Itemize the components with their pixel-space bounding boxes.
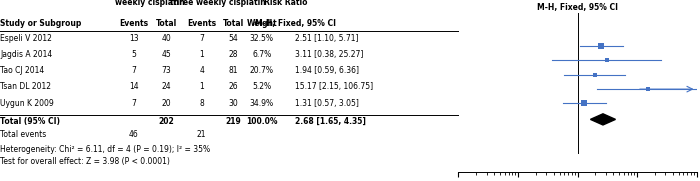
- Text: 1.31 [0.57, 3.05]: 1.31 [0.57, 3.05]: [295, 99, 359, 108]
- Text: 8: 8: [199, 99, 204, 108]
- Text: 21: 21: [197, 130, 206, 139]
- Text: M-H, Fixed, 95% CI: M-H, Fixed, 95% CI: [255, 19, 336, 28]
- Text: Total events: Total events: [0, 130, 46, 139]
- Text: Risk Ratio: Risk Ratio: [265, 0, 308, 7]
- Text: Test for overall effect: Z = 3.98 (P < 0.0001): Test for overall effect: Z = 3.98 (P < 0…: [0, 157, 170, 167]
- Text: 5: 5: [131, 50, 136, 59]
- Text: Study or Subgroup: Study or Subgroup: [0, 19, 81, 28]
- Text: 28: 28: [229, 50, 238, 59]
- Text: 54: 54: [229, 33, 239, 43]
- Text: 7: 7: [199, 33, 204, 43]
- Text: 7: 7: [131, 99, 136, 108]
- Text: 5.2%: 5.2%: [252, 82, 272, 91]
- Text: 45: 45: [162, 50, 172, 59]
- Text: 4: 4: [199, 66, 204, 75]
- Text: 1: 1: [199, 82, 204, 91]
- Text: 73: 73: [162, 66, 172, 75]
- Text: 3.11 [0.38, 25.27]: 3.11 [0.38, 25.27]: [295, 50, 364, 59]
- Text: Events: Events: [119, 19, 148, 28]
- Text: 40: 40: [162, 33, 172, 43]
- Text: 30: 30: [229, 99, 239, 108]
- Text: Total: Total: [156, 19, 177, 28]
- Text: Tsan DL 2012: Tsan DL 2012: [0, 82, 51, 91]
- Text: Total: Total: [223, 19, 244, 28]
- Text: Jagdis A 2014: Jagdis A 2014: [0, 50, 52, 59]
- Text: 46: 46: [129, 130, 139, 139]
- Text: Espeli V 2012: Espeli V 2012: [0, 33, 52, 43]
- Text: 34.9%: 34.9%: [250, 99, 274, 108]
- Text: 1.94 [0.59, 6.36]: 1.94 [0.59, 6.36]: [295, 66, 360, 75]
- Text: 20.7%: 20.7%: [250, 66, 274, 75]
- Polygon shape: [590, 114, 615, 125]
- Text: 202: 202: [159, 117, 174, 126]
- Text: 2.68 [1.65, 4.35]: 2.68 [1.65, 4.35]: [295, 117, 366, 126]
- Text: 1: 1: [199, 50, 204, 59]
- Text: Tao CJ 2014: Tao CJ 2014: [0, 66, 44, 75]
- Text: 13: 13: [129, 33, 139, 43]
- Text: 6.7%: 6.7%: [252, 50, 272, 59]
- Title: Risk Ratio
M-H, Fixed, 95% CI: Risk Ratio M-H, Fixed, 95% CI: [537, 0, 618, 12]
- Text: 2.51 [1.10, 5.71]: 2.51 [1.10, 5.71]: [295, 33, 359, 43]
- Text: 100.0%: 100.0%: [246, 117, 277, 126]
- Text: 7: 7: [131, 66, 136, 75]
- Text: 81: 81: [229, 66, 238, 75]
- Text: Total (95% CI): Total (95% CI): [0, 117, 60, 126]
- Text: weekly cisplatin: weekly cisplatin: [116, 0, 185, 7]
- Text: Events: Events: [187, 19, 216, 28]
- Text: three weekly cisplatin: three weekly cisplatin: [170, 0, 266, 7]
- Text: 24: 24: [162, 82, 172, 91]
- Text: 20: 20: [162, 99, 172, 108]
- Text: 26: 26: [229, 82, 239, 91]
- Text: Weight: Weight: [246, 19, 277, 28]
- Text: 15.17 [2.15, 106.75]: 15.17 [2.15, 106.75]: [295, 82, 374, 91]
- Text: Uygun K 2009: Uygun K 2009: [0, 99, 54, 108]
- Text: 14: 14: [129, 82, 139, 91]
- Text: 32.5%: 32.5%: [250, 33, 274, 43]
- Text: 219: 219: [225, 117, 241, 126]
- Text: Heterogeneity: Chi² = 6.11, df = 4 (P = 0.19); I² = 35%: Heterogeneity: Chi² = 6.11, df = 4 (P = …: [0, 145, 210, 154]
